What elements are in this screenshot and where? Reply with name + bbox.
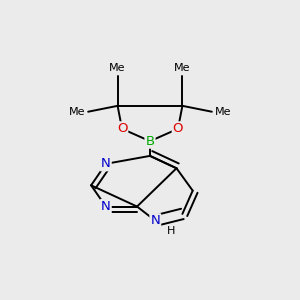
Text: Me: Me bbox=[174, 63, 190, 74]
Text: O: O bbox=[117, 122, 127, 135]
Text: O: O bbox=[173, 122, 183, 135]
Text: Me: Me bbox=[69, 107, 85, 117]
Text: Me: Me bbox=[110, 63, 126, 74]
Text: B: B bbox=[146, 135, 154, 148]
Text: N: N bbox=[150, 214, 160, 227]
Text: H: H bbox=[167, 226, 176, 236]
Text: N: N bbox=[101, 157, 111, 170]
Text: N: N bbox=[101, 200, 111, 213]
Text: Me: Me bbox=[215, 107, 231, 117]
